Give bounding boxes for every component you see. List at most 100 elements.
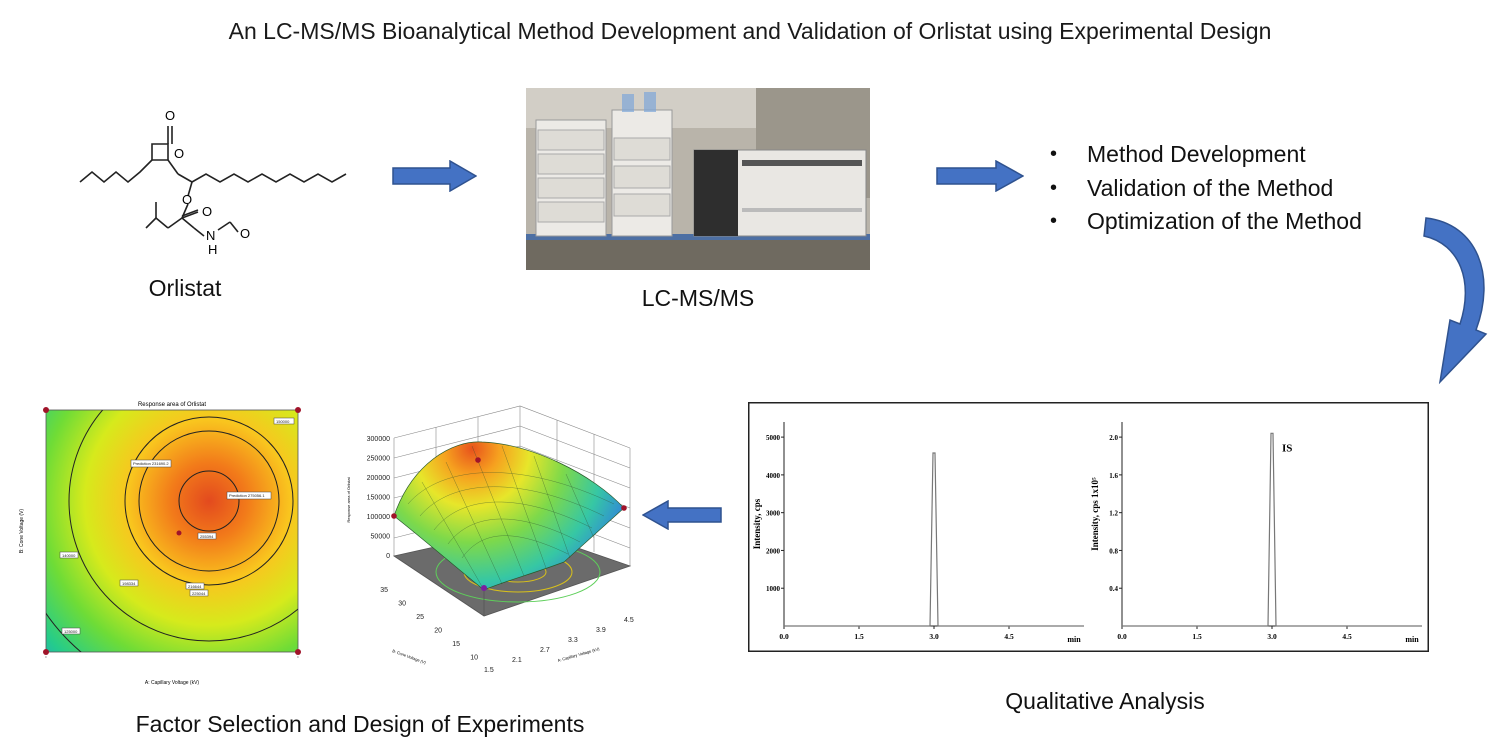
design-point [43, 649, 49, 655]
x-tick-label: 2.7 [540, 647, 550, 654]
list-item-label: Method Development [1087, 141, 1306, 168]
contour-label: Prediction 231690.2 [133, 461, 169, 466]
x-tick-label: 0.0 [779, 632, 789, 641]
design-point [475, 457, 481, 463]
method-steps-list: • Method Development • Validation of the… [1050, 138, 1362, 239]
oxygen-label: O [165, 108, 175, 123]
y-tick-label: 0.4 [1109, 585, 1118, 593]
x-tick-label: 0.0 [1117, 632, 1127, 641]
y-tick-label: 35 [380, 587, 388, 594]
x-axis-unit: min [1067, 635, 1081, 644]
chromatogram-panel: 5000 4000 3000 2000 1000 0.0 1.5 3.0 4.5 Intens… [748, 402, 1429, 652]
y-tick-label: 1000 [766, 585, 781, 593]
y-axis-label: Intensity, cps [752, 498, 762, 549]
design-point [295, 407, 301, 413]
y-tick-label: 3000 [766, 510, 781, 518]
z-tick-label: 200000 [367, 475, 390, 482]
x-ticks: 1.5 2.1 2.7 3.3 3.9 4.5 [484, 617, 634, 674]
x-tick-label: 3.0 [929, 632, 939, 641]
y-tick-label: 30 [398, 601, 406, 608]
contour-plot: Response area of Orlistat Prediction 231… [19, 402, 301, 686]
x-tick-label: 3.0 [1267, 632, 1277, 641]
x-tick-label: 1.5 [484, 667, 494, 674]
x-tick-label: 1.5 [854, 632, 864, 641]
x-tick-label: 3.9 [596, 627, 606, 634]
list-item-label: Optimization of the Method [1087, 208, 1362, 235]
oxygen-label: O [202, 204, 212, 219]
y-tick-label: 0.8 [1109, 547, 1118, 555]
chromatogram-peak [784, 452, 1084, 627]
y-tick-label: 15 [452, 641, 460, 648]
factor-selection-caption: Factor Selection and Design of Experimen… [135, 711, 585, 737]
oxygen-label: O [240, 226, 250, 241]
contour-title: Response area of Orlistat [138, 402, 206, 408]
contour-label: 255394 [200, 534, 214, 539]
y-axis-label: B: Cone Voltage (V) [392, 648, 428, 665]
z-tick-label: 150000 [367, 495, 390, 502]
y-tick-label: 2000 [766, 547, 781, 555]
list-item: • Optimization of the Method [1050, 205, 1362, 239]
page-title: An LC-MS/MS Bioanalytical Method Develop… [228, 18, 1272, 44]
lcms-caption: LC-MS/MS [641, 285, 755, 311]
chromatogram-right: 2.0 1.6 1.2 0.8 0.4 0.0 1.5 3.0 4.5 Intensity, … [1090, 422, 1422, 644]
x-tick-label: 4.5 [1004, 632, 1014, 641]
oxygen-label: O [174, 146, 184, 161]
design-point [43, 407, 49, 413]
z-tick-label: 300000 [367, 436, 390, 443]
design-point [295, 649, 301, 655]
svg-text:•: • [45, 654, 47, 659]
x-tick-label: 2.1 [512, 657, 522, 664]
contour-label: Prediction 275056.1 [229, 493, 265, 498]
contour-label: 150000 [276, 419, 290, 424]
y-ticks: 35 30 25 20 15 10 [380, 587, 478, 662]
peak-label: IS [1282, 442, 1292, 454]
y-tick-label: 10 [470, 655, 478, 662]
contour-label: 140000 [62, 553, 76, 558]
y-axis-label: B: Cone Voltage (V) [19, 509, 25, 554]
contour-label: 225044 [192, 591, 206, 596]
z-tick-label: 100000 [367, 514, 390, 521]
nitrogen-label: N [206, 228, 215, 243]
y-tick-label: 1.6 [1109, 472, 1118, 480]
x-tick-label: 1.5 [1192, 632, 1202, 641]
z-axis-label: Response area of Orlistat [346, 476, 351, 522]
x-tick-label: 4.5 [1342, 632, 1352, 641]
z-tick-label: 250000 [367, 456, 390, 463]
x-tick-label: 3.3 [568, 637, 578, 644]
contour-label: 125000 [64, 629, 78, 634]
y-tick-label: 2.0 [1109, 434, 1118, 442]
svg-text:•: • [297, 654, 299, 659]
curved-arrow-icon [1423, 217, 1488, 385]
y-ticks: 5000 4000 3000 2000 1000 [766, 434, 784, 593]
left-arrow-icon [642, 500, 722, 530]
z-tick-label: 0 [386, 553, 390, 560]
right-arrow-icon [392, 160, 477, 192]
design-point [621, 505, 627, 511]
y-tick-label: 1.2 [1109, 510, 1118, 518]
chromatogram-peak [1122, 432, 1422, 627]
z-tick-label: 50000 [371, 534, 391, 541]
y-tick-label: 4000 [766, 472, 781, 480]
list-item: • Validation of the Method [1050, 172, 1362, 206]
y-axis-label: Intensity, cps 1x10⁵ [1090, 477, 1100, 551]
orlistat-caption: Orlistat [148, 275, 222, 301]
bullet-icon: • [1050, 210, 1058, 233]
hydrogen-label: H [208, 242, 217, 257]
y-tick-label: 5000 [766, 434, 781, 442]
z-ticks: 300000 250000 200000 150000 100000 50000 0 [367, 436, 390, 560]
design-point [391, 513, 397, 519]
contour-label: 216644 [188, 584, 202, 589]
bullet-icon: • [1050, 176, 1058, 199]
x-axis-label: A: Capillary Voltage (kV) [557, 646, 601, 663]
lcms-instrument-photo [526, 88, 870, 270]
y-ticks: 2.0 1.6 1.2 0.8 0.4 [1109, 434, 1122, 593]
right-arrow-icon [936, 160, 1024, 192]
response-surface-plot: 300000 250000 200000 150000 100000 50000 0 35 3… [346, 405, 634, 674]
x-tick-label: 4.5 [624, 617, 634, 624]
x-axis-label: A: Capillary Voltage (kV) [145, 680, 200, 686]
qualitative-caption: Qualitative Analysis [1005, 688, 1205, 714]
y-tick-label: 20 [434, 628, 442, 635]
bullet-icon: • [1050, 143, 1058, 166]
oxygen-label: O [182, 192, 192, 207]
list-item-label: Validation of the Method [1087, 174, 1334, 201]
